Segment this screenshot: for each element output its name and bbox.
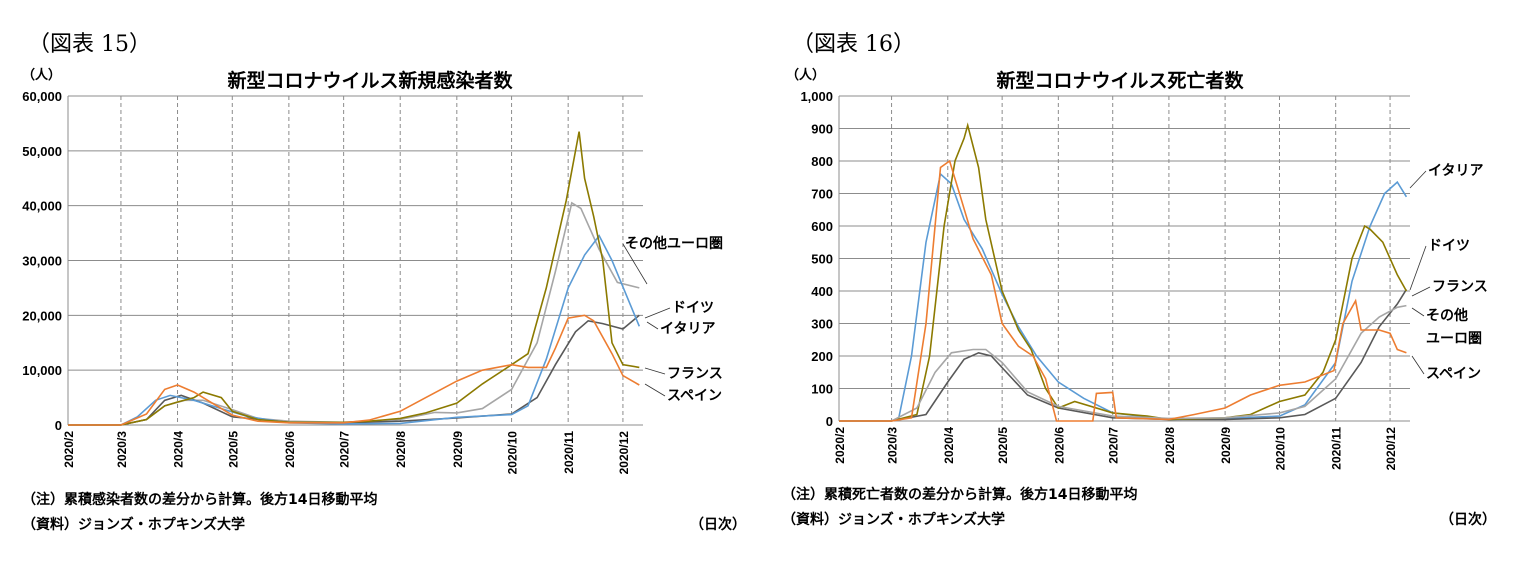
- y-unit: （人）: [786, 68, 826, 83]
- x-tick-label: 2020/8: [394, 431, 408, 468]
- series-line-フランス: [839, 122, 1408, 422]
- y-tick-label: 500: [811, 252, 833, 267]
- series-line-ドイツ: [68, 314, 640, 426]
- y-tick-label: 300: [811, 317, 833, 332]
- chart-1: 0 10,000 20,000 30,000 40,000 50,000 60,000 202…: [22, 89, 723, 474]
- y-tick-label: 0: [55, 418, 62, 433]
- x-tick-label: 2020/6: [1052, 427, 1066, 464]
- series-label: フランス: [667, 366, 723, 382]
- series-label: イタリア: [660, 321, 715, 337]
- y-tick-label: 700: [811, 187, 833, 202]
- series-line-ドイツ: [839, 288, 1408, 422]
- label-arrow: [1409, 170, 1427, 189]
- x-tick-label: 2020/9: [451, 431, 465, 468]
- series-label: スペイン: [667, 388, 722, 404]
- series-line-イタリア: [839, 172, 1408, 422]
- x-tick-label: 2020/4: [172, 431, 186, 468]
- label-arrow: [1409, 245, 1427, 291]
- source: （資料）ジョンズ・ホプキンズ大学: [782, 512, 1006, 528]
- x-tick-label: 2020/6: [283, 431, 297, 468]
- x-unit: （日次）: [690, 517, 746, 533]
- x-tick-label: 2020/11: [1330, 427, 1344, 470]
- label-arrow: [644, 367, 666, 375]
- note: （注）累積感染者数の差分から計算。後方14日移動平均: [22, 492, 378, 508]
- series-label: フランス: [1432, 279, 1488, 295]
- x-tick-label: 2020/11: [562, 431, 576, 474]
- label-arrow: [1411, 286, 1431, 297]
- series-label: ドイツ: [1428, 238, 1470, 254]
- x-tick-label: 2020/3: [886, 427, 900, 464]
- series-line-スペイン: [839, 159, 1407, 422]
- x-tick-label: 2020/10: [1273, 427, 1287, 471]
- x-tick-label: 2020/9: [1219, 427, 1233, 464]
- x-unit: （日次）: [1440, 512, 1496, 528]
- label-arrow: [1411, 355, 1425, 375]
- x-tick-label: 2020/12: [617, 431, 631, 475]
- y-unit: （人）: [22, 68, 62, 83]
- x-tick-label: 2020/7: [1107, 427, 1121, 464]
- y-tick-label: 900: [811, 122, 833, 137]
- y-tick-label: 0: [826, 414, 833, 429]
- x-tick-label: 2020/8: [1163, 427, 1177, 464]
- x-tick-label: 2020/7: [338, 431, 352, 468]
- x-tick-label: 2020/10: [506, 431, 520, 475]
- y-tick-label: 20,000: [22, 308, 62, 323]
- chart-2: 0 100 200 300 400 500 600 700 800 900 1,000 2020/2 2…: [800, 89, 1487, 470]
- x-tick-label: 2020/4: [942, 427, 956, 464]
- x-tick-label: 2020/2: [62, 431, 76, 468]
- y-tick-label: 600: [811, 219, 833, 234]
- y-tick-label: 60,000: [22, 89, 62, 104]
- source: （資料）ジョンズ・ホプキンズ大学: [22, 517, 246, 533]
- figure-label: （図表 15）: [28, 32, 151, 57]
- x-tick-label: 2020/2: [833, 427, 847, 464]
- x-tick-label: 2020/12: [1384, 427, 1398, 471]
- figure-label: （図表 16）: [792, 32, 915, 57]
- series-line-スペイン: [68, 314, 640, 426]
- label-arrow: [646, 321, 659, 330]
- y-tick-label: 200: [811, 349, 833, 364]
- y-tick-label: 30,000: [22, 254, 62, 269]
- label-arrow: [1411, 307, 1425, 317]
- series-label: スペイン: [1426, 366, 1481, 382]
- label-arrow: [644, 307, 671, 319]
- chart-title: 新型コロナウイルス新規感染者数: [227, 70, 513, 92]
- y-tick-label: 100: [811, 382, 833, 397]
- series-line-その他ユーロ圏: [839, 304, 1407, 422]
- chart-title: 新型コロナウイルス死亡者数: [996, 70, 1244, 92]
- y-tick-label: 10,000: [22, 363, 62, 378]
- note: （注）累積死亡者数の差分から計算。後方14日移動平均: [782, 487, 1138, 503]
- y-tick-label: 800: [811, 154, 833, 169]
- series-label: その他ユーロ圏: [625, 235, 723, 252]
- x-tick-label: 2020/5: [226, 431, 240, 468]
- series-line-その他ユーロ圏: [68, 201, 640, 426]
- y-tick-label: 1,000: [800, 89, 833, 104]
- series-label: その他: [1426, 307, 1468, 324]
- label-arrow: [622, 243, 648, 285]
- y-tick-label: 50,000: [22, 144, 62, 159]
- y-tick-label: 400: [811, 284, 833, 299]
- series-line-イタリア: [68, 234, 641, 426]
- x-tick-label: 2020/3: [115, 431, 129, 468]
- series-label: イタリア: [1428, 163, 1483, 179]
- x-tick-label: 2020/5: [996, 427, 1010, 464]
- y-tick-label: 40,000: [22, 199, 62, 214]
- series-label: ユーロ圏: [1426, 331, 1482, 347]
- series-label: ドイツ: [672, 300, 714, 316]
- label-arrow: [644, 383, 666, 397]
- series-line-フランス: [68, 131, 640, 426]
